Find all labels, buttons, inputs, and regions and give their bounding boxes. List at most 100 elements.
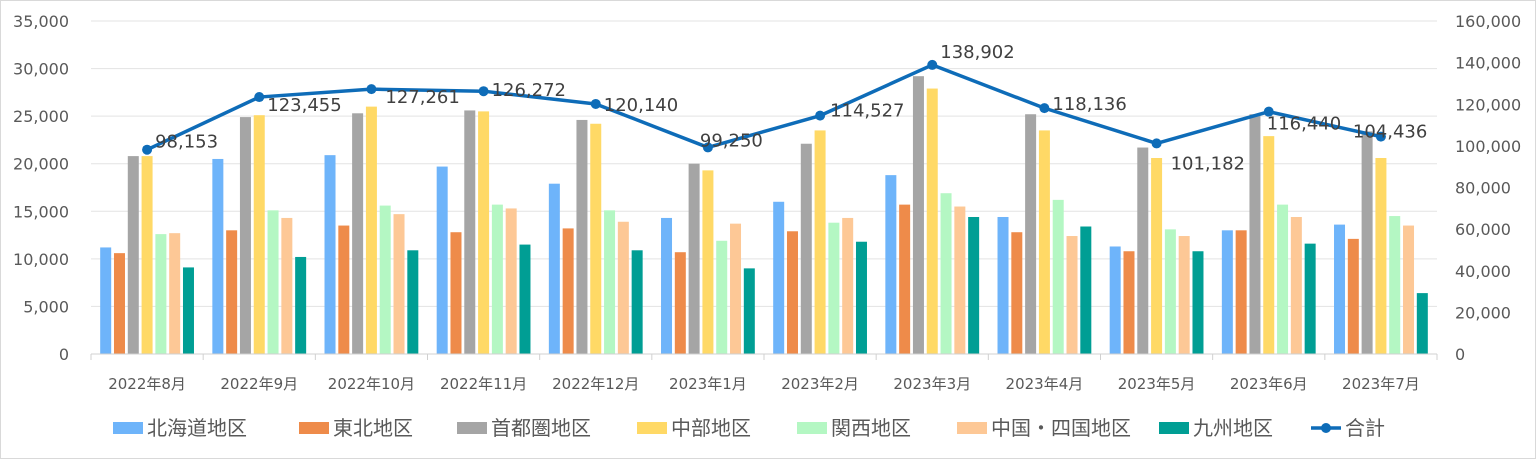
bar xyxy=(1235,230,1247,354)
x-tick-label: 2023年4月 xyxy=(1006,375,1084,393)
bar xyxy=(1137,147,1149,354)
legend-label: 北海道地区 xyxy=(147,416,247,440)
legend-item: 九州地区 xyxy=(1159,416,1273,440)
legend-swatch xyxy=(957,422,987,434)
bar xyxy=(1304,243,1316,354)
bar xyxy=(464,110,476,354)
legend-swatch xyxy=(457,422,487,434)
data-labels: 98,153 123,455 127,261 126,272 120,140 99,250… xyxy=(155,42,1427,175)
y2-tick-label: 80,000 xyxy=(1455,179,1511,198)
line-marker xyxy=(590,98,601,109)
bar xyxy=(716,240,728,354)
bar xyxy=(1347,238,1359,354)
bar xyxy=(743,268,755,354)
data-label: 101,182 xyxy=(1171,153,1245,174)
y-tick-label: 25,000 xyxy=(13,107,69,126)
bar xyxy=(281,217,293,354)
y2-tick-label: 40,000 xyxy=(1455,262,1511,281)
data-label: 127,261 xyxy=(385,87,459,108)
bar xyxy=(491,204,503,354)
bar xyxy=(1221,230,1233,354)
x-tick-label: 2022年10月 xyxy=(328,375,415,393)
bar xyxy=(885,175,897,354)
bar xyxy=(590,123,602,354)
legend-swatch xyxy=(299,422,329,434)
bar xyxy=(155,234,167,354)
legend-label: 東北地区 xyxy=(333,416,413,440)
legend-label: 関西地区 xyxy=(831,416,911,440)
bar xyxy=(1361,131,1373,354)
bar xyxy=(1249,114,1261,355)
legend-label: 首都圏地区 xyxy=(491,416,591,440)
bar xyxy=(1025,114,1037,355)
legend-label: 九州地区 xyxy=(1193,416,1273,440)
bar xyxy=(786,231,798,354)
bar xyxy=(169,233,181,354)
bar xyxy=(1080,226,1092,354)
bar xyxy=(1334,224,1346,354)
bar xyxy=(828,222,840,354)
y-tick-label: 5,000 xyxy=(23,297,69,316)
bar xyxy=(239,117,251,354)
bar xyxy=(562,228,574,354)
legend-item: 東北地区 xyxy=(299,416,413,440)
line-marker xyxy=(478,86,489,97)
bar xyxy=(519,244,531,354)
legend-item: 中国・四国地区 xyxy=(957,416,1131,440)
x-tick-label: 2022年11月 xyxy=(440,375,527,393)
y2-tick-label: 100,000 xyxy=(1455,137,1521,156)
bar xyxy=(1403,225,1415,354)
legend-label: 合計 xyxy=(1345,416,1385,440)
bar xyxy=(926,88,938,355)
data-label: 126,272 xyxy=(492,80,566,101)
bar xyxy=(631,250,643,354)
bar xyxy=(773,201,785,354)
y-tick-label: 0 xyxy=(59,345,69,364)
x-tick-label: 2022年12月 xyxy=(552,375,639,393)
bar xyxy=(1192,251,1204,354)
bar xyxy=(338,225,350,354)
legend-label: 中国・四国地区 xyxy=(991,416,1131,440)
bar xyxy=(997,216,1009,354)
legend-swatch xyxy=(1159,422,1189,434)
bar xyxy=(604,210,616,354)
legend-item: 首都圏地区 xyxy=(457,416,591,440)
x-tick-label: 2023年6月 xyxy=(1230,375,1308,393)
bar xyxy=(576,119,588,354)
bar xyxy=(379,205,391,354)
bar xyxy=(814,130,826,354)
bar xyxy=(688,163,700,354)
bar xyxy=(730,223,742,354)
y-axis-left: 0 5,000 10,000 15,000 20,000 25,000 30,000 35,0… xyxy=(13,12,69,364)
bar xyxy=(1389,216,1401,354)
x-tick-label: 2023年7月 xyxy=(1342,375,1420,393)
legend-swatch xyxy=(113,422,143,434)
y-tick-label: 20,000 xyxy=(13,155,69,174)
bar xyxy=(450,232,462,354)
bar xyxy=(1151,158,1163,354)
bar xyxy=(1011,232,1023,354)
bar xyxy=(1109,246,1121,354)
bar xyxy=(1290,216,1302,354)
line-marker xyxy=(1263,106,1274,117)
y2-tick-label: 60,000 xyxy=(1455,220,1511,239)
y-tick-label: 15,000 xyxy=(13,202,69,221)
bar xyxy=(1052,199,1064,354)
x-tick-label: 2023年3月 xyxy=(893,375,971,393)
line-marker xyxy=(927,59,938,70)
y-tick-label: 10,000 xyxy=(13,250,69,269)
y2-tick-label: 140,000 xyxy=(1455,54,1521,73)
bar xyxy=(548,183,560,354)
bar xyxy=(800,143,812,354)
bar xyxy=(1277,204,1289,354)
bar xyxy=(1416,293,1428,354)
data-label: 114,527 xyxy=(830,101,904,122)
x-tick-label: 2022年9月 xyxy=(220,375,298,393)
data-label: 116,440 xyxy=(1267,114,1341,135)
y-tick-label: 30,000 xyxy=(13,60,69,79)
bar xyxy=(295,256,307,354)
bar xyxy=(1164,229,1176,354)
line-marker xyxy=(1151,138,1162,149)
